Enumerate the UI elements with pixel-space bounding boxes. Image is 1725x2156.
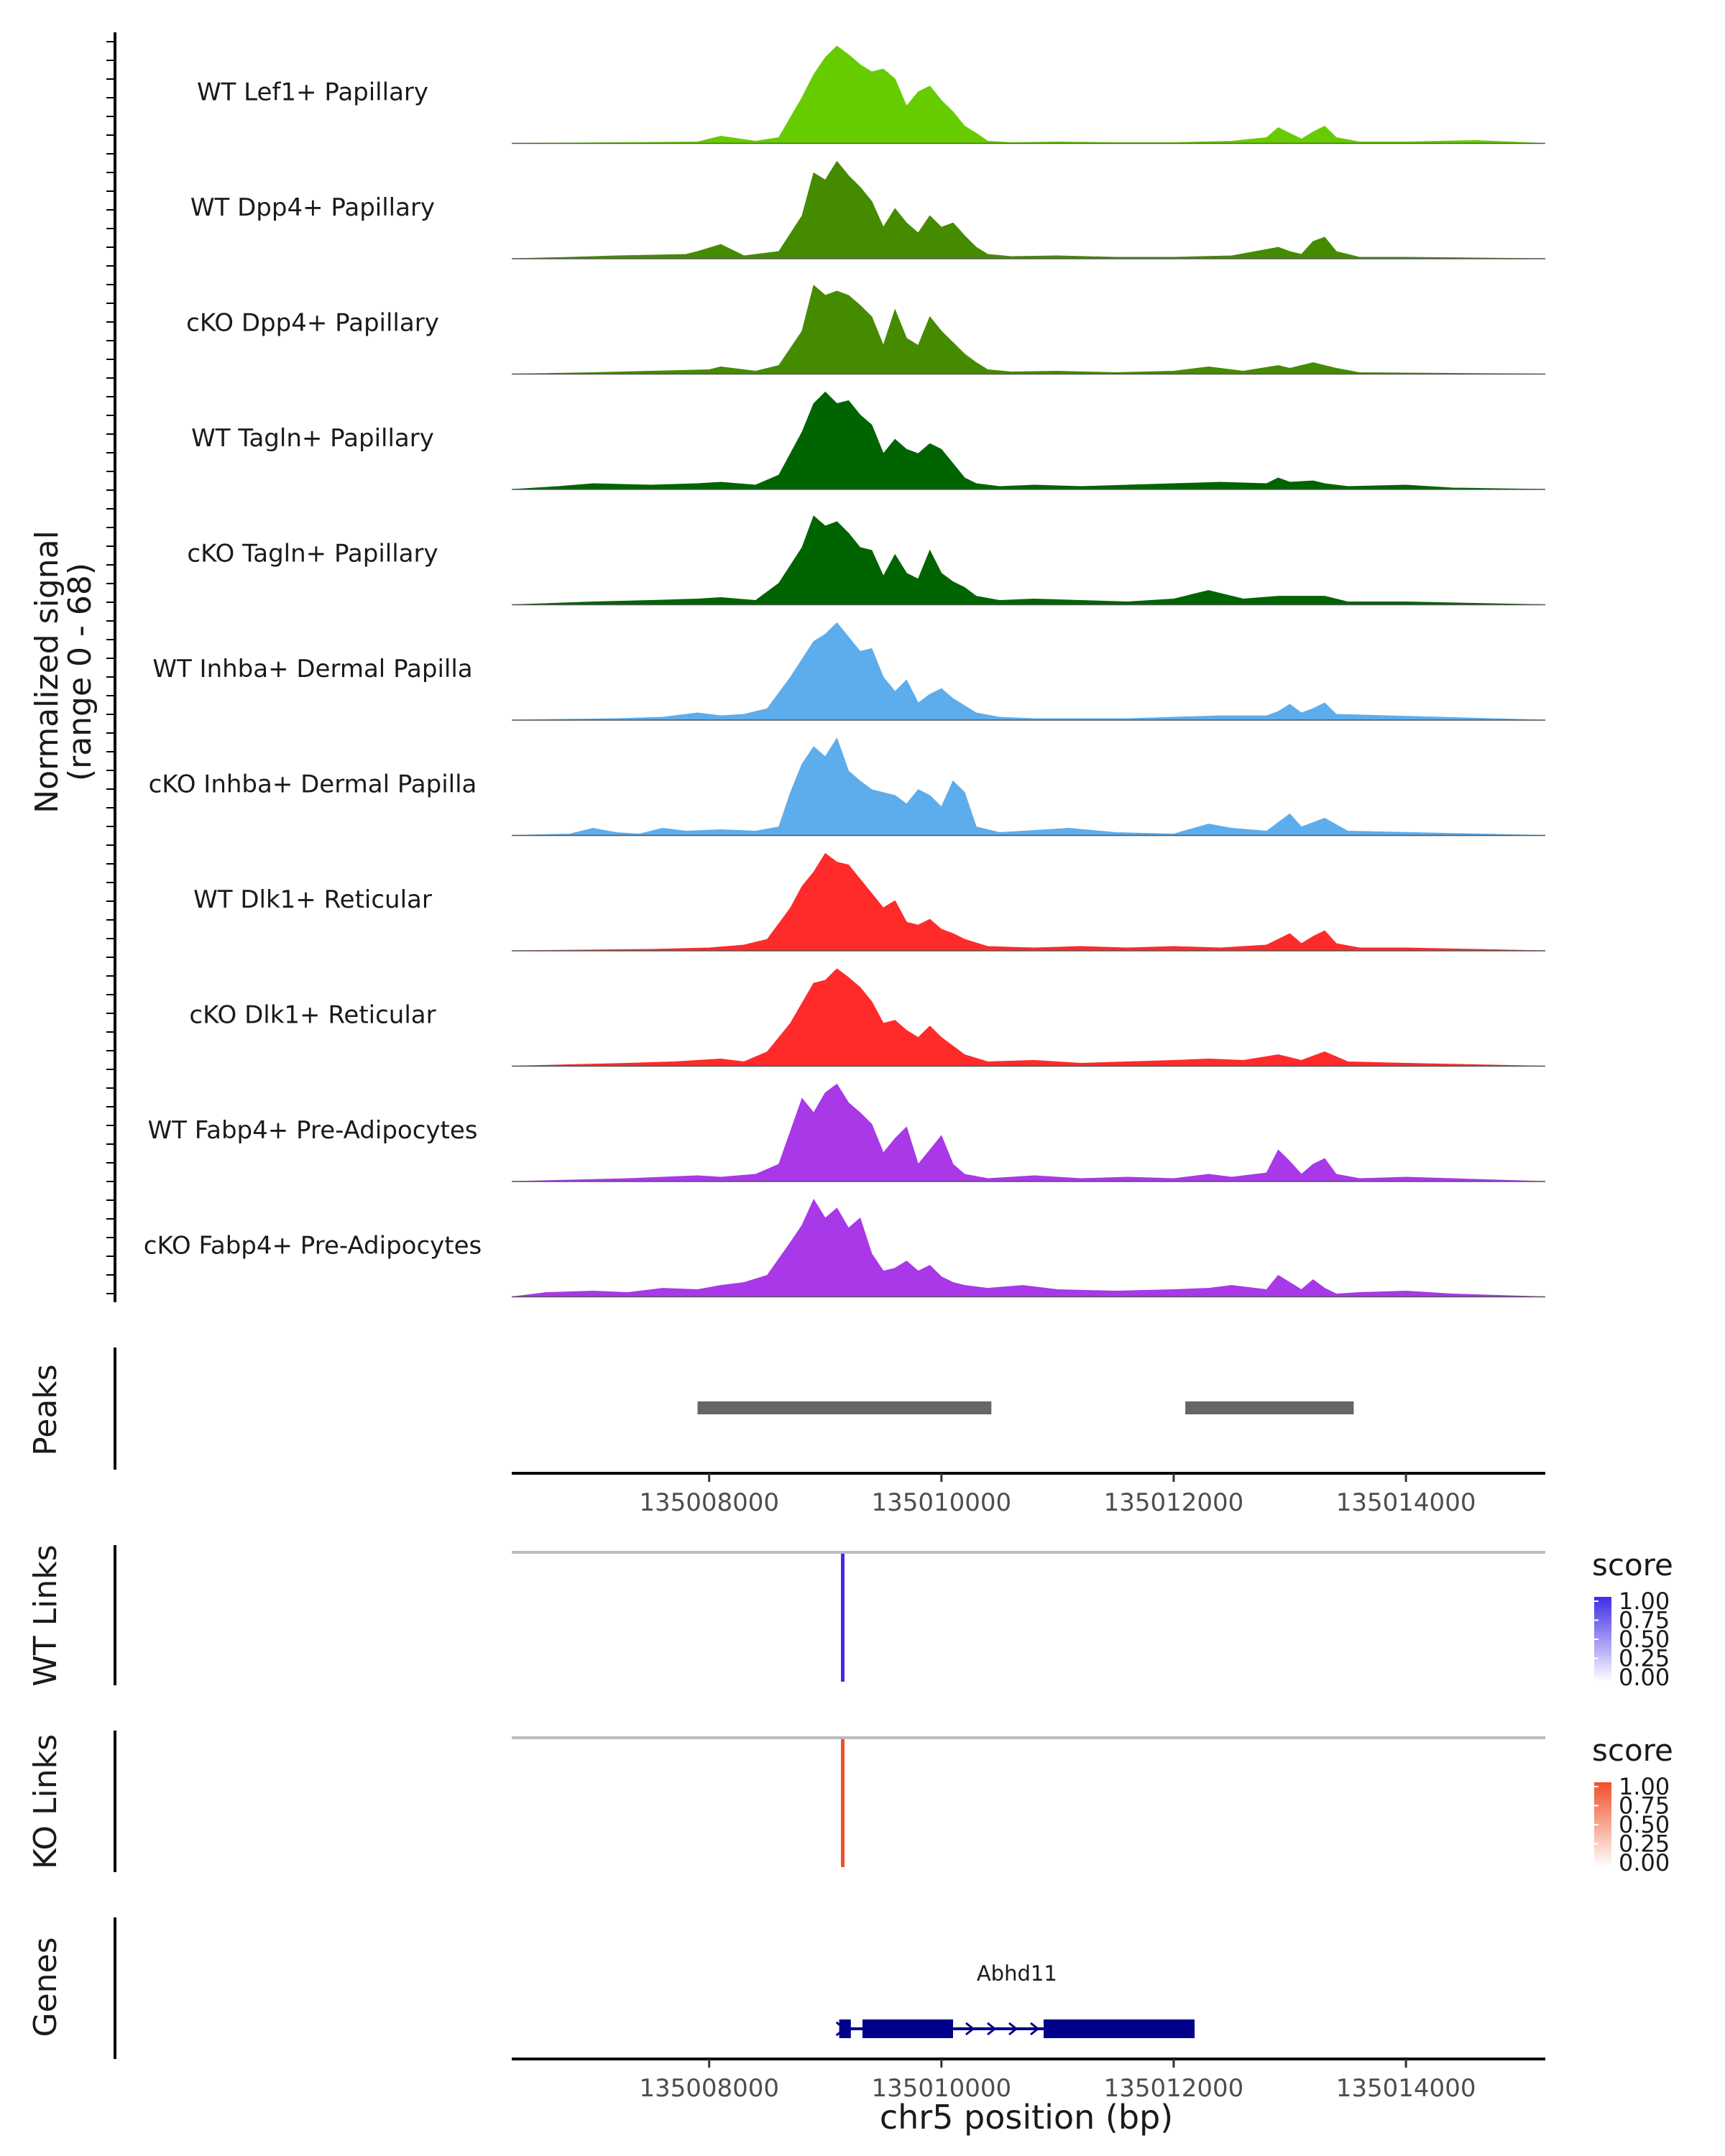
track-label: WT Tagln+ Papillary: [191, 424, 434, 453]
coverage-area: [511, 391, 1546, 490]
gene-model-abhd11: [835, 2019, 1195, 2038]
peaks-panel: Peaks 135008000 135010000 135012000 1350140…: [27, 1348, 1545, 1517]
x-tick-label: 135014000: [1336, 1488, 1476, 1517]
gene-exon-2: [862, 2019, 953, 2038]
x-tick-label: 135014000: [1336, 2074, 1476, 2103]
legend-tick-label: 0.75: [1619, 1792, 1670, 1820]
gene-name-label: Abhd11: [977, 1961, 1057, 1986]
track-label: cKO Inhba+ Dermal Papilla: [149, 770, 477, 799]
coverage-track-2: WT Dpp4+ Papillary: [190, 160, 1546, 259]
ko-score-legend: score 1.000.750.500.250.00: [1592, 1733, 1673, 1876]
coverage-area: [511, 852, 1546, 952]
coverage-y-axis: Normalized signal (range 0 - 68): [29, 32, 116, 1302]
ko-links-panel: KO Links score 1.000.750.500.250.00: [27, 1731, 1673, 1876]
x-tick-label: 135010000: [871, 2074, 1011, 2103]
coverage-track-1: WT Lef1+ Papillary: [197, 45, 1546, 144]
coverage-track-3: cKO Dpp4+ Papillary: [186, 285, 1546, 375]
genes-label: Genes: [27, 1937, 64, 2037]
track-label: WT Lef1+ Papillary: [197, 78, 428, 107]
coverage-track-6: WT Inhba+ Dermal Papilla: [152, 622, 1546, 721]
peak-bar-1: [697, 1401, 992, 1414]
wt-legend-title: score: [1592, 1547, 1673, 1583]
x-tick-label: 135008000: [639, 2074, 779, 2103]
coverage-area: [511, 515, 1546, 605]
coverage-ylabel-line1: Normalized signal: [29, 530, 65, 814]
legend-tick-label: 1.00: [1619, 1773, 1670, 1800]
coverage-area: [511, 1199, 1546, 1297]
gene-exon-3: [1044, 2019, 1195, 2038]
strand-arrow: [965, 2022, 975, 2036]
coverage-track-5: cKO Tagln+ Papillary: [187, 515, 1546, 606]
coverage-area: [511, 1083, 1546, 1182]
coverage-area: [511, 160, 1546, 259]
wt-score-legend: score 1.000.750.500.250.00: [1592, 1547, 1673, 1691]
coverage-area: [511, 737, 1546, 836]
gene-exon-1: [839, 2019, 851, 2038]
strand-arrow: [1030, 2022, 1040, 2036]
ko-legend-title: score: [1592, 1733, 1673, 1768]
coverage-track-7: cKO Inhba+ Dermal Papilla: [149, 737, 1546, 837]
coverage-area: [511, 968, 1546, 1067]
x-axis-title: chr5 position (bp): [880, 2098, 1173, 2137]
x-tick-label: 135010000: [871, 1488, 1011, 1517]
legend-tick-label: 0.00: [1619, 1664, 1670, 1691]
track-label: cKO Fabp4+ Pre-Adipocytes: [144, 1232, 482, 1261]
legend-tick-label: 0.50: [1619, 1811, 1670, 1838]
track-label: cKO Dlk1+ Reticular: [189, 1001, 436, 1030]
peak-bar-2: [1185, 1401, 1354, 1414]
track-label: WT Dlk1+ Reticular: [193, 885, 432, 914]
peaks-label: Peaks: [27, 1364, 64, 1455]
coverage-area: [511, 45, 1546, 144]
coverage-ylabel-line2: (range 0 - 68): [62, 563, 98, 781]
legend-tick-label: 0.75: [1619, 1607, 1670, 1634]
coverage-tracks: WT Lef1+ Papillary WT Dpp4+ Papillary cKO …: [144, 45, 1546, 1298]
x-tick-label: 135012000: [1104, 1488, 1244, 1517]
x-tick-label: 135012000: [1104, 2074, 1244, 2103]
coverage-track-9: cKO Dlk1+ Reticular: [189, 968, 1546, 1067]
track-label: WT Fabp4+ Pre-Adipocytes: [148, 1116, 478, 1145]
coverage-track-4: WT Tagln+ Papillary: [191, 391, 1546, 490]
coverage-area: [511, 622, 1546, 721]
x-tick-label: 135008000: [639, 1488, 779, 1517]
track-label: cKO Tagln+ Papillary: [187, 540, 438, 568]
coverage-track-10: WT Fabp4+ Pre-Adipocytes: [148, 1083, 1546, 1182]
legend-tick-label: 0.25: [1619, 1830, 1670, 1858]
track-label: WT Dpp4+ Papillary: [190, 193, 435, 222]
coverage-area: [511, 285, 1546, 374]
legend-tick-label: 0.50: [1619, 1626, 1670, 1653]
wt-links-panel: WT Links score 1.000.750.500.250.00: [27, 1544, 1673, 1691]
track-label: cKO Dpp4+ Papillary: [186, 309, 439, 338]
legend-tick-label: 0.00: [1619, 1849, 1670, 1876]
strand-arrow: [987, 2022, 997, 2036]
legend-tick-label: 0.25: [1619, 1645, 1670, 1672]
track-label: WT Inhba+ Dermal Papilla: [152, 655, 472, 683]
genes-panel: Genes Abhd11 135008000 135010000 135012000…: [27, 1917, 1545, 2137]
strand-arrow: [1008, 2022, 1018, 2036]
coverage-track-11: cKO Fabp4+ Pre-Adipocytes: [144, 1199, 1546, 1298]
legend-tick-label: 1.00: [1619, 1588, 1670, 1615]
wt-links-label: WT Links: [27, 1544, 64, 1686]
ko-links-label: KO Links: [27, 1734, 64, 1869]
coverage-track-8: WT Dlk1+ Reticular: [193, 852, 1546, 952]
